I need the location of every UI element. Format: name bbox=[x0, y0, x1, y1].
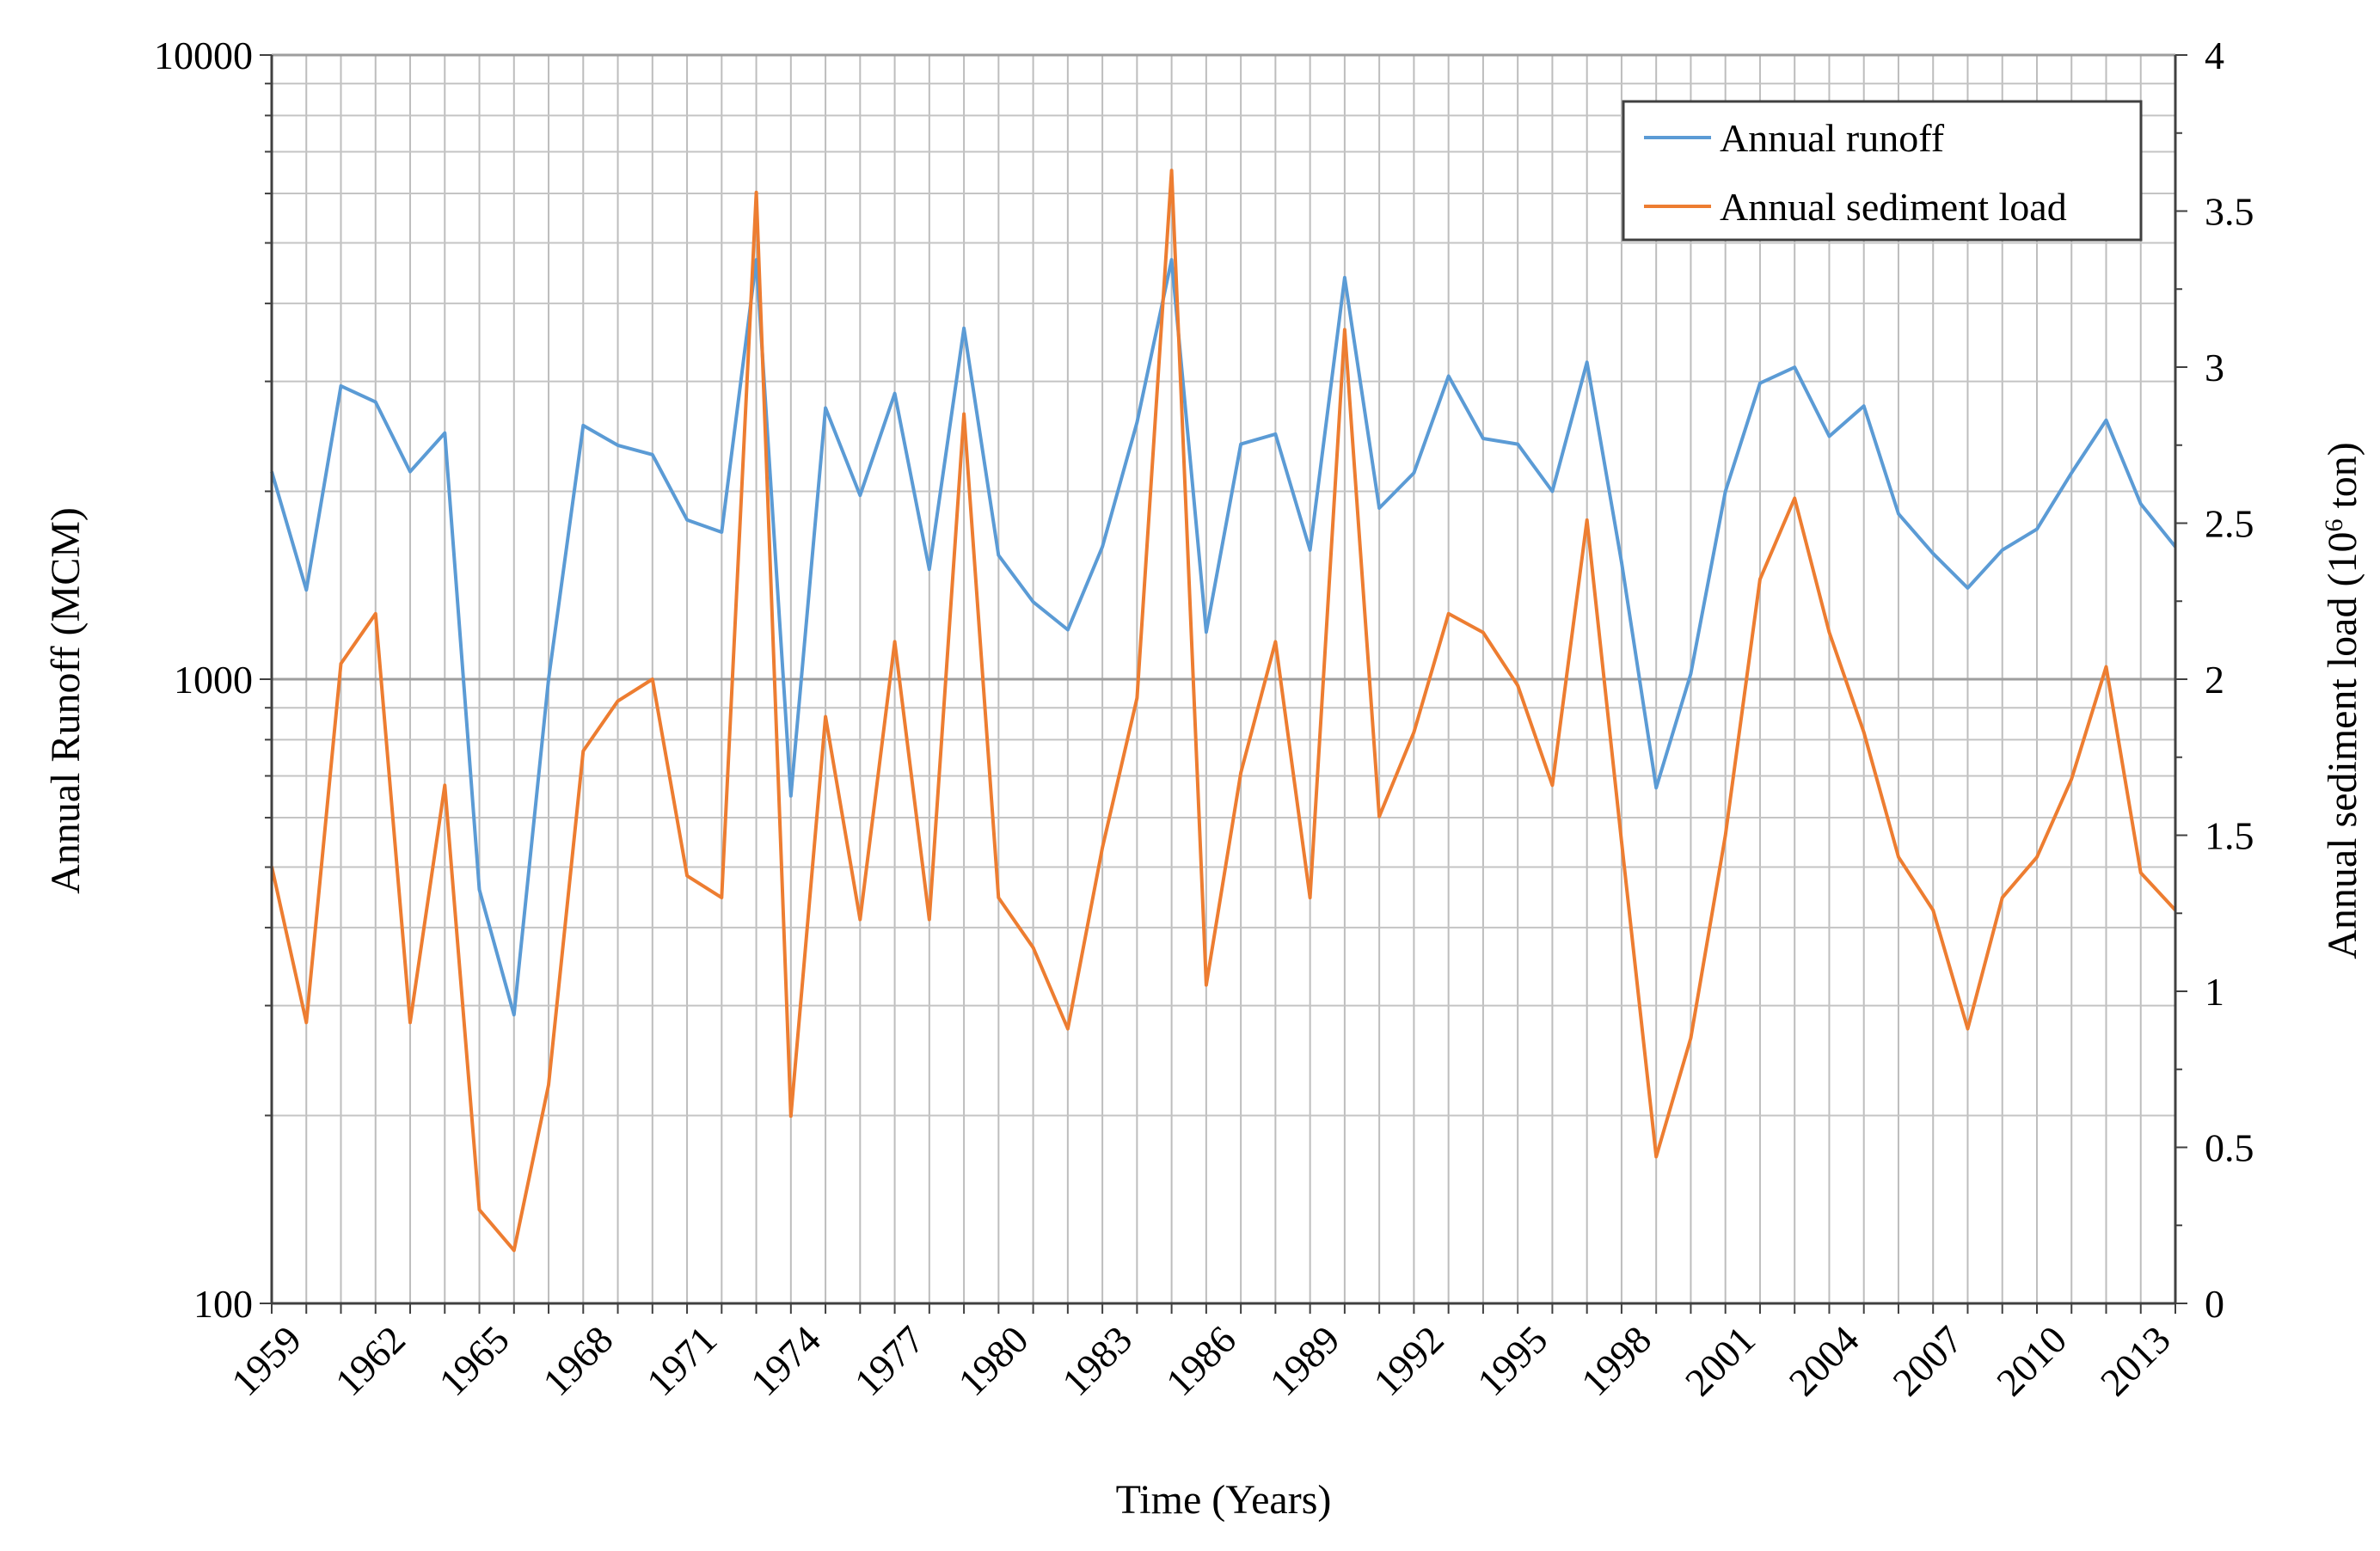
legend-label-runoff: Annual runoff bbox=[1720, 116, 1945, 160]
right-axis-tick-label: 2.5 bbox=[2205, 502, 2254, 546]
left-axis-tick-label: 100 bbox=[193, 1282, 253, 1326]
right-axis-title-suffix: ton) bbox=[2320, 442, 2365, 518]
legend-label-sediment: Annual sediment load bbox=[1720, 185, 2067, 229]
right-axis-title-prefix: Annual sediment load (10 bbox=[2320, 532, 2365, 959]
series-line-annual-sediment-load bbox=[270, 169, 2177, 1253]
left-axis-title: Annual Runoff (MCM) bbox=[43, 507, 89, 894]
right-axis-ticks: 0 0.5 1 1.5 2 2.5 3 3.5 4 bbox=[2175, 34, 2254, 1326]
left-axis-ticks: 100 1000 10000 bbox=[154, 34, 272, 1326]
legend-box bbox=[1622, 100, 2143, 242]
grid bbox=[271, 53, 2176, 1305]
left-axis-tick-label: 1000 bbox=[174, 658, 253, 702]
series-line-annual-runoff bbox=[270, 258, 2177, 1017]
right-axis-tick-label: 0.5 bbox=[2205, 1126, 2254, 1170]
right-axis-tick-label: 3 bbox=[2205, 346, 2224, 389]
right-axis-title-exponent: 6 bbox=[2320, 519, 2348, 532]
right-axis-tick-label: 0 bbox=[2205, 1282, 2224, 1326]
right-axis-tick-label: 3.5 bbox=[2205, 190, 2254, 234]
right-axis-tick-label: 1.5 bbox=[2205, 814, 2254, 858]
right-axis-tick-label: 2 bbox=[2205, 658, 2224, 702]
series-lines bbox=[270, 169, 2177, 1253]
right-axis-title: Annual sediment load (106 ton) bbox=[2320, 442, 2366, 959]
left-axis-tick-label: 10000 bbox=[154, 34, 253, 77]
x-axis-title: Time (Years) bbox=[1116, 1477, 1332, 1523]
right-axis-tick-label: 4 bbox=[2205, 34, 2224, 77]
right-axis-tick-label: 1 bbox=[2205, 970, 2224, 1014]
legend: Annual runoff Annual sediment load bbox=[1622, 100, 2143, 242]
